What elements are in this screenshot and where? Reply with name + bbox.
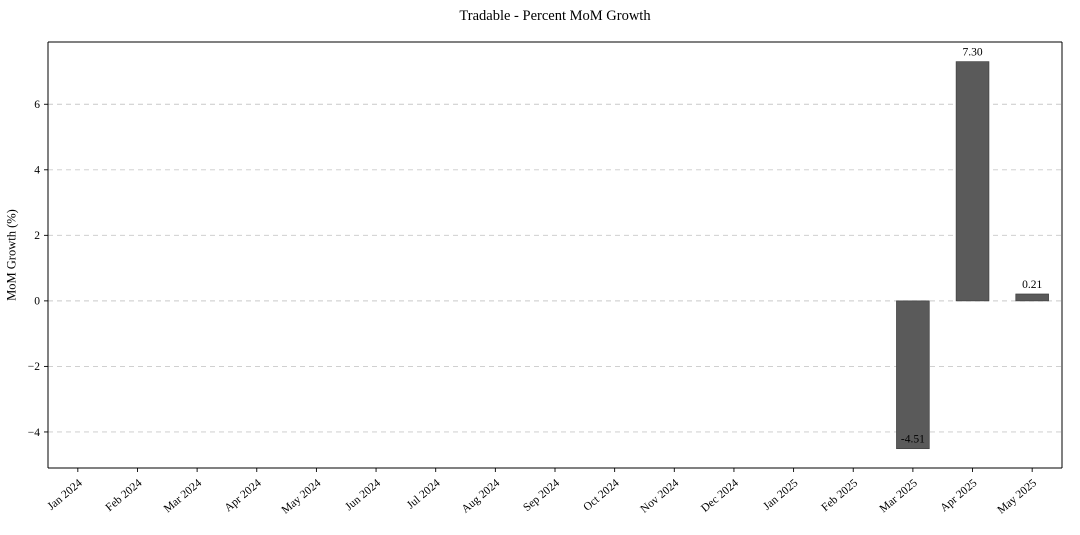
- y-tick-label: 0: [34, 296, 40, 308]
- x-tick-label: May 2025: [995, 477, 1039, 517]
- x-tick-label: Oct 2024: [581, 477, 621, 514]
- bar: [955, 61, 990, 302]
- y-tick-label: 4: [34, 165, 40, 177]
- y-tick-label: −2: [28, 361, 40, 373]
- x-tick-label: Feb 2025: [819, 477, 860, 514]
- chart-title: Tradable - Percent MoM Growth: [459, 8, 651, 24]
- y-tick-label: 6: [34, 99, 40, 111]
- bar: [896, 300, 930, 450]
- y-tick-label: −4: [28, 427, 40, 439]
- x-tick-label: Nov 2024: [639, 477, 682, 516]
- x-tick-label: Sep 2024: [521, 477, 562, 514]
- y-tick-label: 2: [34, 230, 40, 242]
- x-tick-label: Jun 2024: [343, 477, 383, 513]
- bar: [1015, 293, 1049, 302]
- x-tick-label: Mar 2025: [878, 477, 920, 515]
- bar-value-label: -4.51: [901, 434, 925, 446]
- x-tick-label: Apr 2024: [222, 477, 263, 514]
- x-tick-label: Apr 2025: [938, 477, 979, 514]
- x-tick-label: Dec 2024: [699, 477, 741, 515]
- bar-value-label: 0.21: [1022, 279, 1042, 291]
- x-tick-label: Jul 2024: [405, 477, 443, 512]
- x-tick-label: Jan 2025: [761, 477, 800, 513]
- x-tick-label: Jan 2024: [45, 477, 84, 513]
- bar-value-label: 7.30: [962, 47, 982, 59]
- x-tick-label: May 2024: [280, 477, 324, 517]
- x-tick-label: Aug 2024: [460, 477, 503, 516]
- x-tick-label: Feb 2024: [104, 477, 145, 514]
- y-axis-label: MoM Growth (%): [4, 209, 19, 301]
- x-tick-label: Mar 2024: [162, 477, 204, 515]
